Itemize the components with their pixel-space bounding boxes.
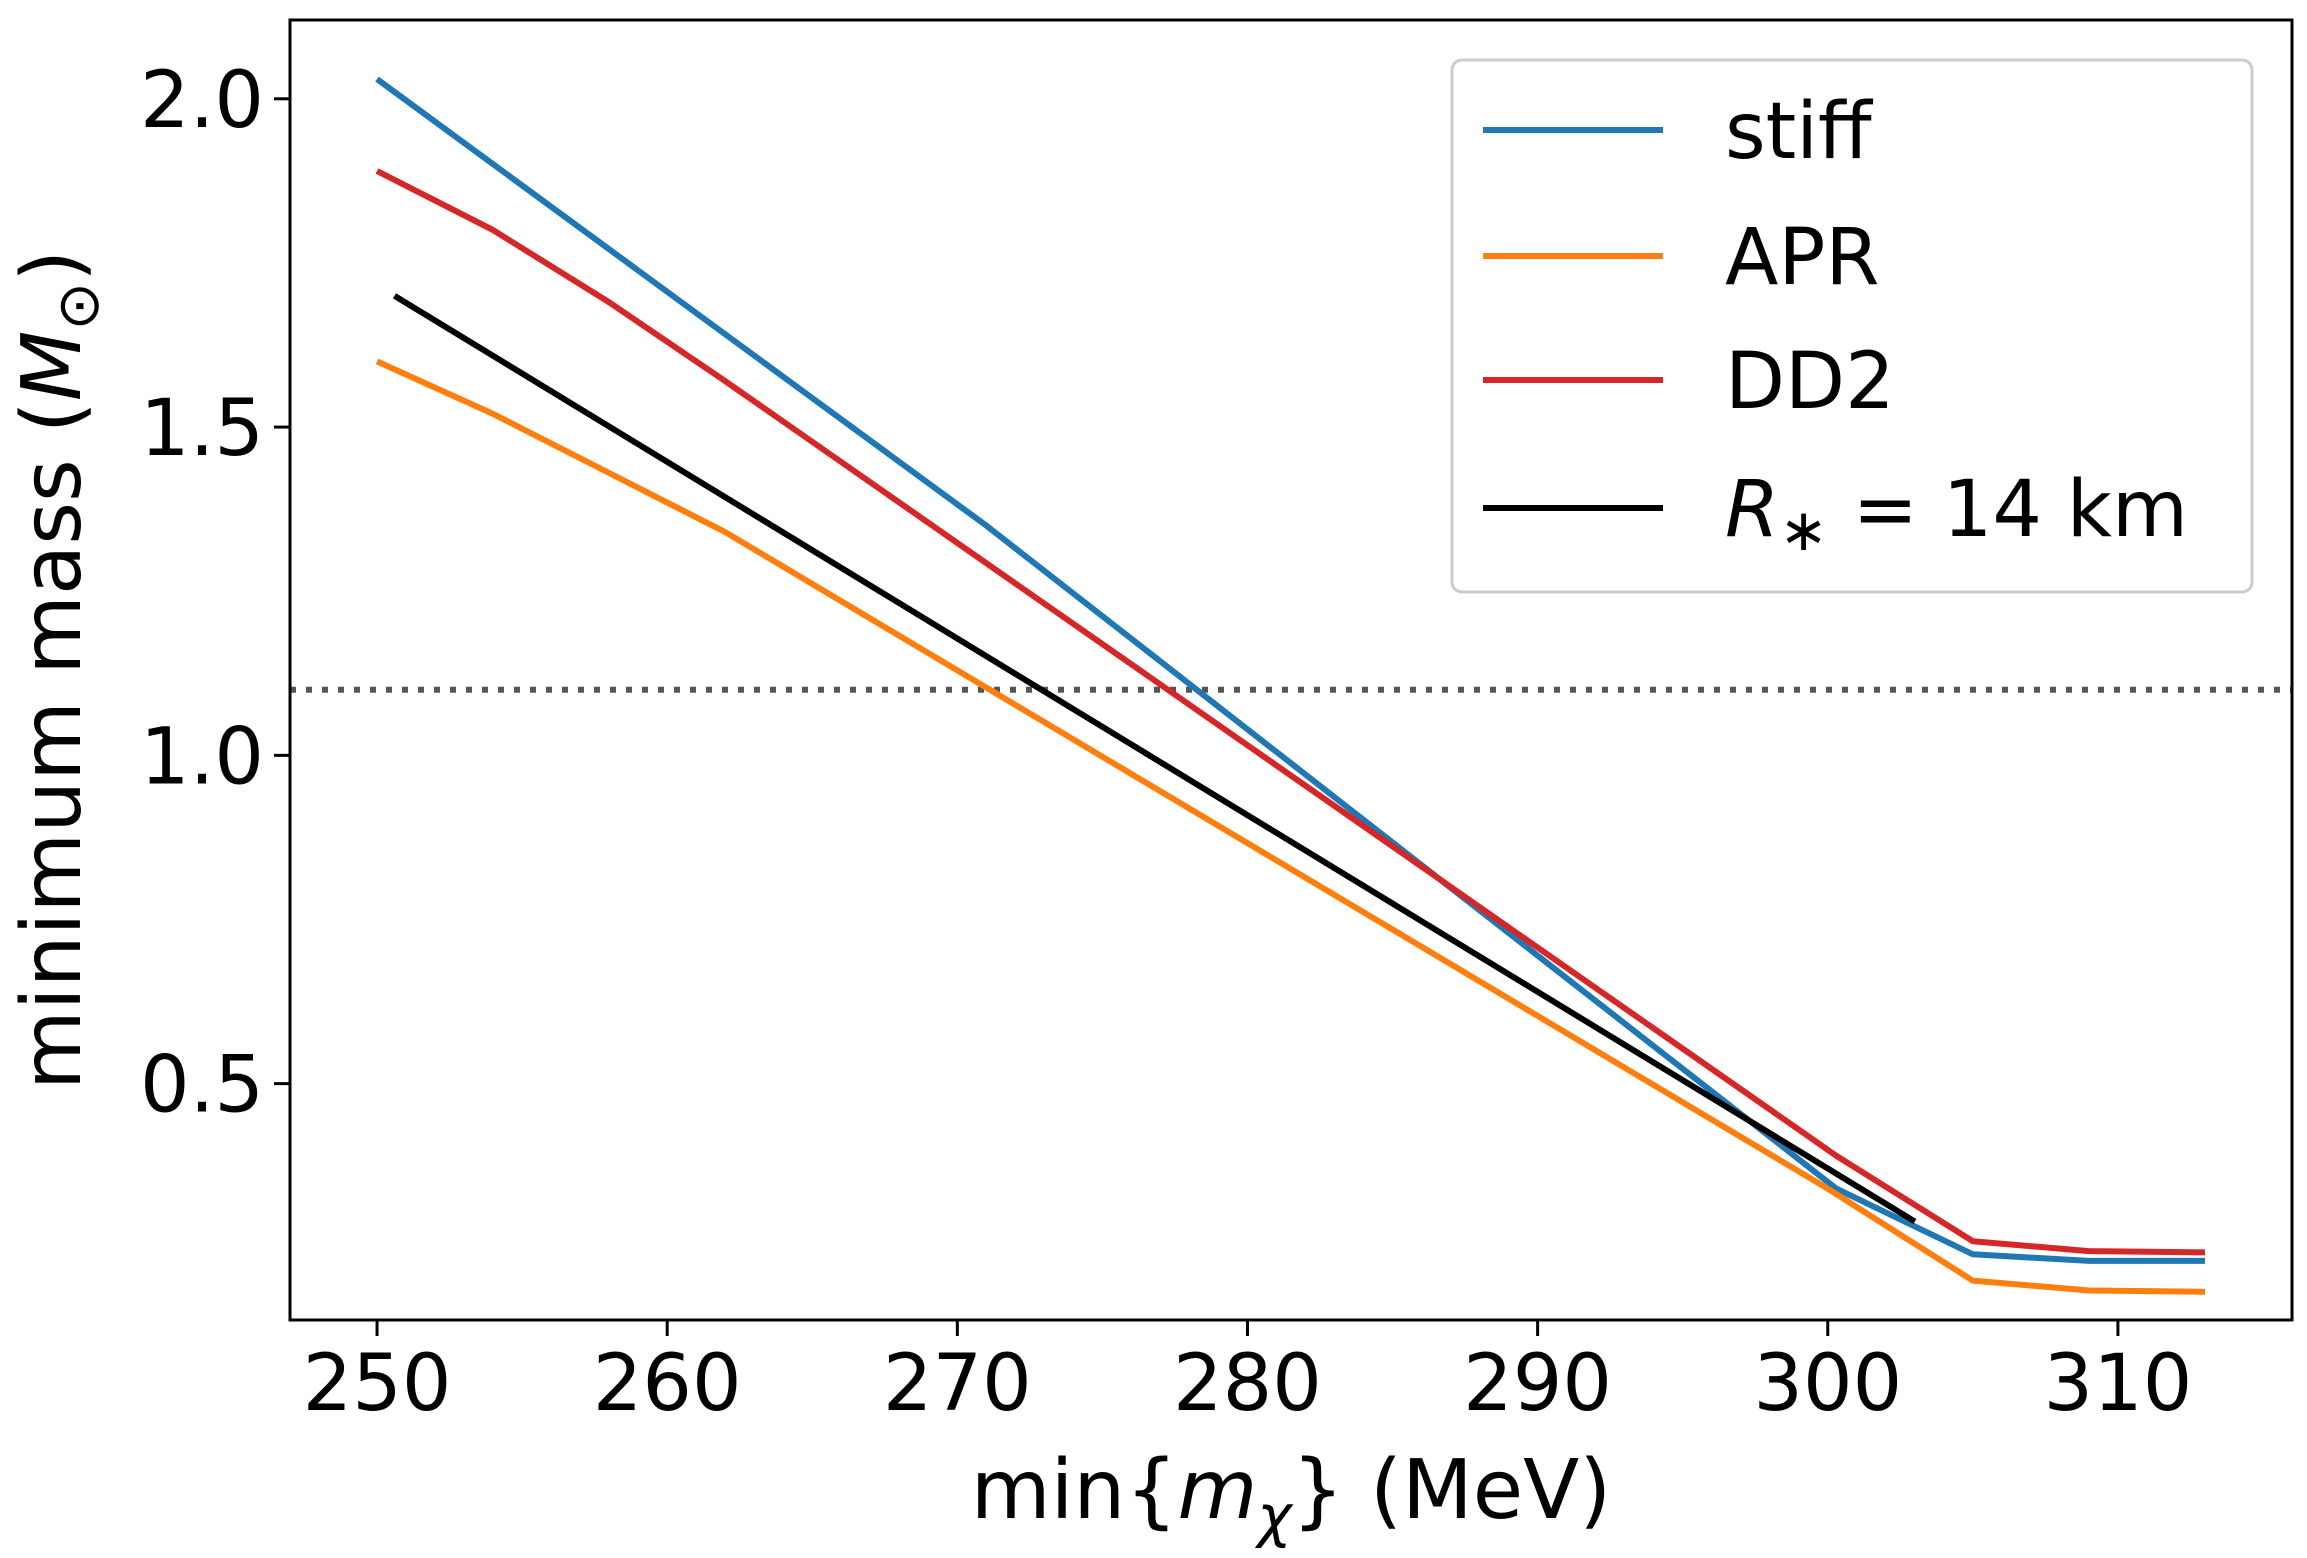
- y-axis-label: minimum mass (M⊙): [5, 250, 112, 1090]
- series-line-apr: [375, 358, 2206, 1295]
- x-tick-label: 270: [883, 1339, 1032, 1429]
- x-axis: 250 260 270 280 290 300 310: [303, 1320, 2192, 1429]
- legend-label-stiff: stiff: [1725, 87, 1874, 177]
- legend-box: [1450, 58, 2254, 594]
- x-tick-label: 260: [593, 1339, 742, 1429]
- series-line-stiff: [375, 76, 2205, 1264]
- x-tick-label: 310: [2043, 1339, 2192, 1429]
- x-tick-label: 300: [1753, 1339, 1902, 1429]
- legend: stiff APR DD2 R∗ = 14 km: [1450, 58, 2254, 594]
- series-line-r14: [392, 293, 1917, 1225]
- x-tick-label: 290: [1463, 1339, 1612, 1429]
- x-tick-label: 250: [303, 1339, 452, 1429]
- legend-label-dd2: DD2: [1725, 337, 1895, 427]
- y-tick-label: 2.0: [140, 56, 264, 146]
- y-tick-label: 0.5: [140, 1041, 264, 1131]
- y-tick-label: 1.5: [140, 384, 264, 474]
- y-tick-label: 1.0: [140, 712, 264, 802]
- legend-label-r14: R∗ = 14 km: [1725, 465, 2188, 564]
- legend-label-apr: APR: [1725, 213, 1880, 303]
- y-axis: 0.5 1.0 1.5 2.0: [140, 56, 290, 1131]
- x-tick-label: 280: [1173, 1339, 1322, 1429]
- x-axis-label: min{mχ} (MeV): [971, 1443, 1612, 1550]
- series-line-dd2: [375, 168, 2206, 1256]
- plot-frame: [288, 18, 2294, 1322]
- series-layer: [375, 76, 2206, 1295]
